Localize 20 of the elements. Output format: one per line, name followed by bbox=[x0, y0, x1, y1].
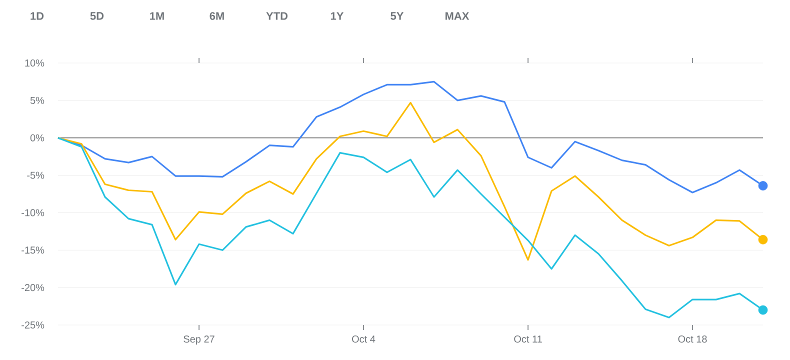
text: 1M bbox=[150, 12, 164, 20]
text: 1Y bbox=[330, 12, 344, 20]
text: MAX bbox=[446, 12, 470, 20]
text: 1D bbox=[30, 12, 44, 20]
y-tick-label: -20% bbox=[22, 284, 44, 292]
text: 5Y bbox=[390, 12, 404, 20]
y-tick-label: 10% bbox=[25, 59, 44, 67]
x-tick-label: Oct 18 bbox=[678, 336, 707, 343]
y-tick-label: 5% bbox=[30, 96, 44, 104]
y-tick-label: -15% bbox=[22, 246, 44, 254]
text: YTD bbox=[266, 12, 288, 20]
y-tick-label: 0% bbox=[30, 134, 44, 142]
text: 5D bbox=[90, 12, 104, 20]
y-tick-label: -10% bbox=[22, 209, 44, 216]
y-tick-label: -25% bbox=[22, 321, 44, 329]
x-tick-label: Sep 27 bbox=[184, 336, 214, 345]
y-tick-label: -5% bbox=[27, 172, 44, 179]
x-tick-label: Oct 11 bbox=[514, 336, 542, 343]
text: 6M bbox=[210, 12, 224, 20]
x-tick-label: Oct 4 bbox=[352, 336, 376, 343]
